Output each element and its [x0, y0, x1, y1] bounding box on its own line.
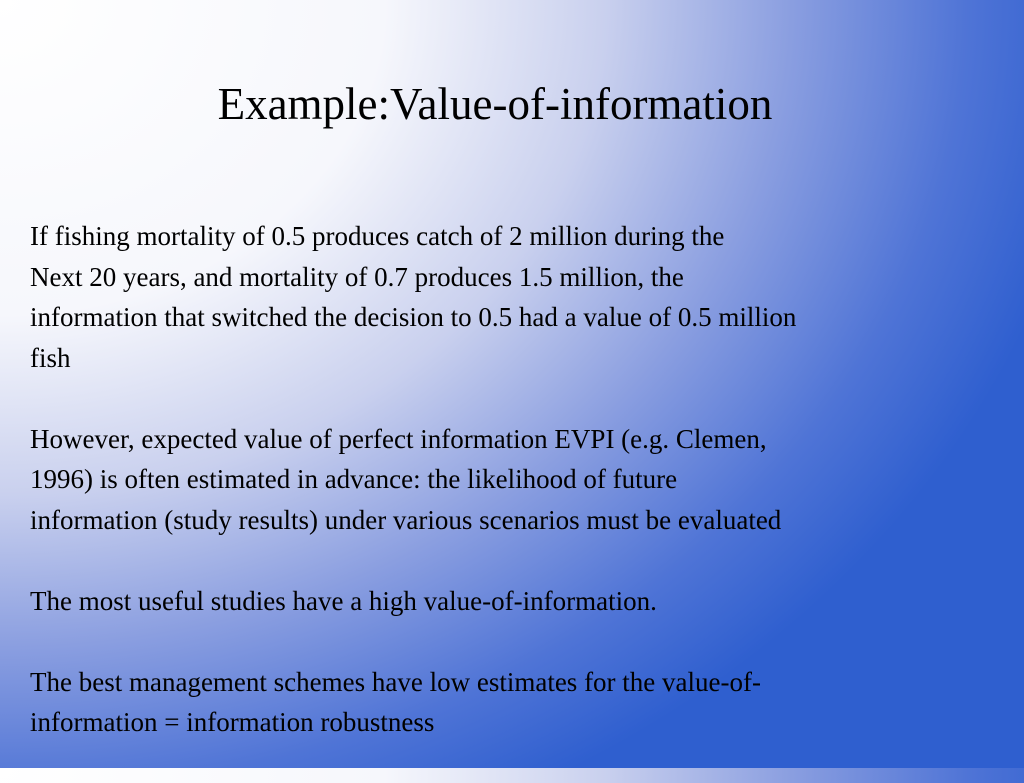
- slide-body: If fishing mortality of 0.5 produces cat…: [30, 216, 1020, 783]
- paragraph-evpi: However, expected value of perfect infor…: [30, 423, 782, 535]
- paragraph-value-example: If fishing mortality of 0.5 produces cat…: [30, 221, 797, 373]
- paragraph-useful-studies: The most useful studies have a high valu…: [30, 585, 657, 616]
- slide-title: Example:Value-of-information: [217, 79, 773, 129]
- paragraph-management-schemes: The best management schemes have low est…: [30, 666, 761, 738]
